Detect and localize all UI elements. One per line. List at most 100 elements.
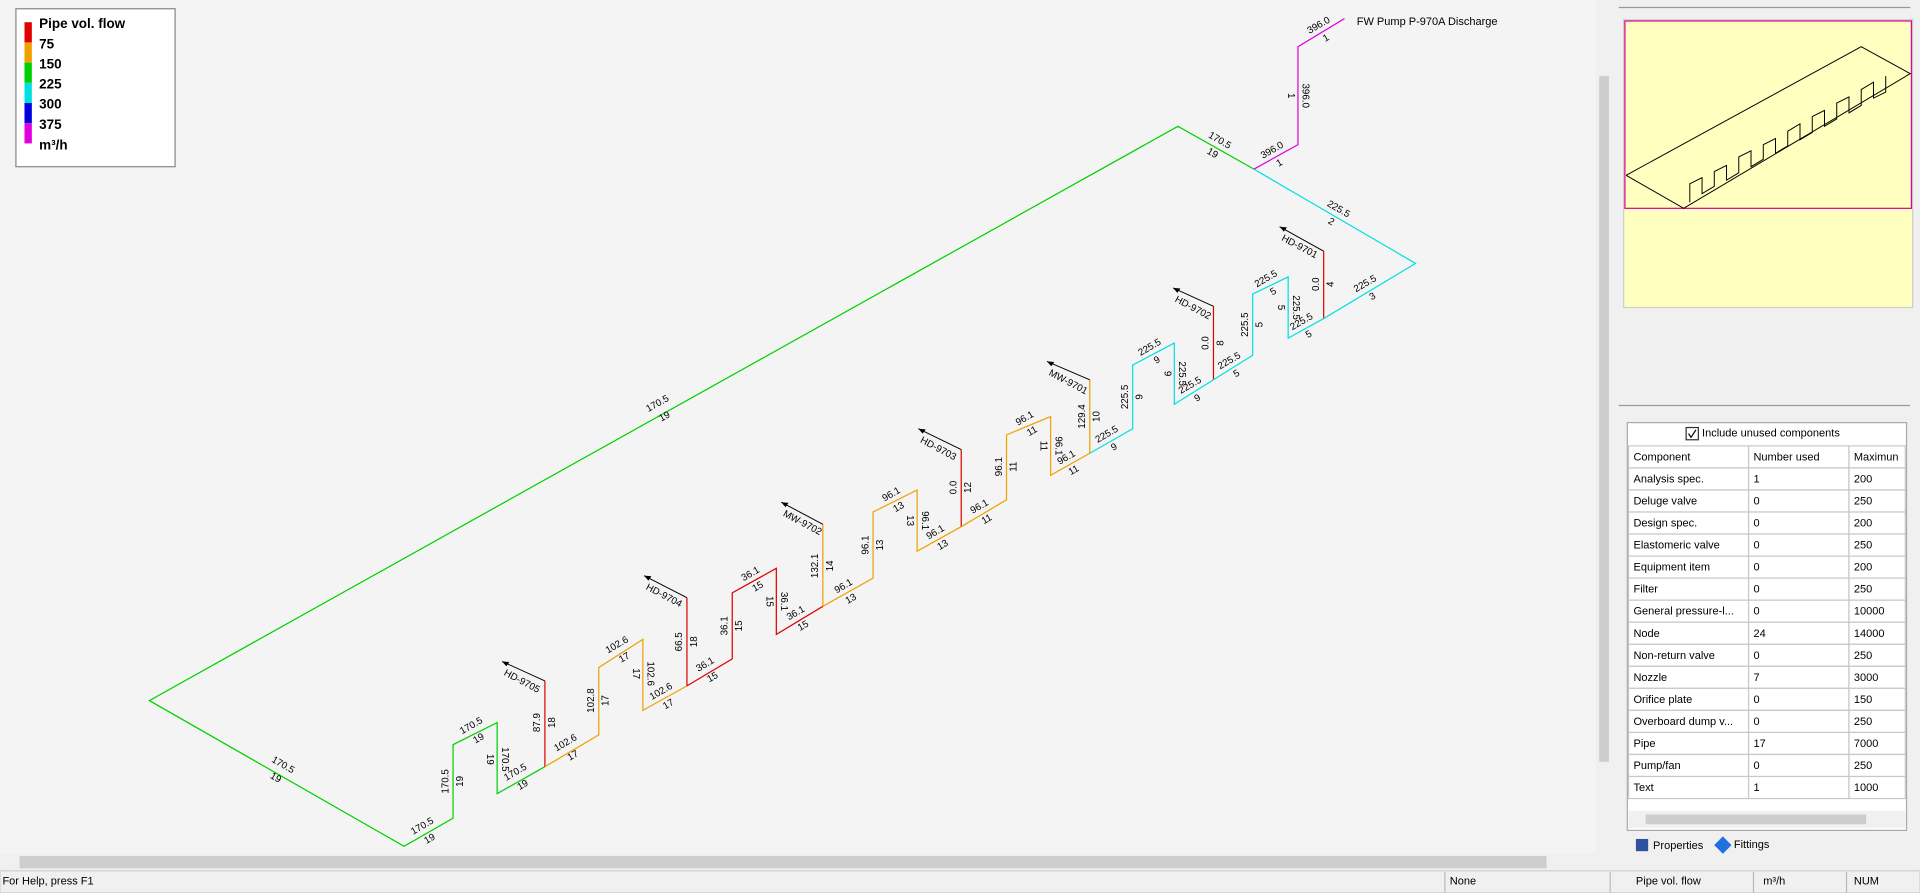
table-row-cell <box>1747 709 1850 734</box>
pipe-label: 170.519 <box>409 815 437 847</box>
pipe-label: 87.9 18 <box>532 713 558 732</box>
pipe-label: 96.1 13 <box>904 511 930 530</box>
pipe-number: 9 <box>1192 392 1202 404</box>
table-row-text: Text <box>1633 782 1653 794</box>
arrow-head <box>644 575 652 581</box>
table-row-text: Design spec. <box>1633 518 1697 530</box>
table-row-text: 250 <box>1854 760 1872 772</box>
v-scroll-thumb[interactable] <box>1599 76 1609 762</box>
table-row-text: 200 <box>1854 562 1872 574</box>
status-text: None <box>1450 876 1476 888</box>
pipe-number: 11 <box>1067 463 1081 478</box>
pipe <box>1253 168 1417 320</box>
node-arrow <box>1046 360 1090 381</box>
tab[interactable]: Fittings <box>1734 839 1770 851</box>
pipe-number: 10 <box>1092 411 1103 422</box>
table-row-text: 200 <box>1854 473 1872 485</box>
table-row-text: 0 <box>1753 496 1759 508</box>
pipe-number: 18 <box>547 717 558 728</box>
pipe-flow: 0.0 <box>1201 336 1212 350</box>
pipe <box>148 125 1255 848</box>
table-row-text: Analysis spec. <box>1633 473 1703 485</box>
pipe-label: 396.01 <box>1285 83 1311 108</box>
legend-box <box>15 8 176 168</box>
pipe-label: 0.0 8 <box>1201 336 1227 350</box>
table-row-text: Pipe <box>1633 738 1655 750</box>
pipe-number: 13 <box>904 515 915 526</box>
status-bar <box>0 870 1920 893</box>
table-row-text: 17 <box>1753 738 1765 750</box>
legend-level: 375 <box>39 117 62 132</box>
h-scroll-thumb[interactable] <box>19 856 1547 869</box>
pipe-label: 225.55 <box>1275 295 1301 320</box>
table-header-text: Component <box>1633 451 1690 463</box>
pipe-number: 1 <box>1285 93 1296 98</box>
table-row-text: 1 <box>1753 782 1759 794</box>
checkbox[interactable] <box>1685 426 1699 441</box>
pipe-number: 17 <box>661 697 676 712</box>
tab-icon <box>1714 836 1732 854</box>
status-text: m³/h <box>1763 876 1785 888</box>
table-row-text: 7 <box>1753 672 1759 684</box>
legend-title: Pipe vol. flow <box>39 16 125 31</box>
legend-unit: m³/h <box>39 137 67 152</box>
pipe-label: 36.1 15 <box>763 592 789 611</box>
pipe-label: 0.0 4 <box>1311 277 1337 291</box>
pipe-label: 102.6 17 <box>630 661 656 686</box>
pipe-label: 36.1 15 <box>719 616 745 635</box>
table-row-text: 0 <box>1753 694 1759 706</box>
pipe-flow: 66.5 <box>674 632 685 652</box>
pipe-number: 18 <box>689 636 700 647</box>
preview-viewport <box>1624 20 1913 209</box>
pipe-number: 13 <box>875 539 886 550</box>
pipe-number: 5 <box>1232 368 1243 381</box>
legend-swatch <box>24 42 32 63</box>
pipe-label: 102.8 17 <box>586 688 612 713</box>
table-row-text: Pump/fan <box>1633 760 1680 772</box>
pipe-number: 19 <box>657 409 672 424</box>
node-arrow <box>780 501 824 525</box>
table-row-text: 3000 <box>1854 672 1879 684</box>
legend-level: 300 <box>39 97 61 112</box>
pipe-number: 11 <box>980 512 994 527</box>
pipe-number: 5 <box>1304 328 1315 341</box>
pipe-number: 9 <box>1152 354 1162 366</box>
table-row-text: Node <box>1633 628 1659 640</box>
table-row-cell <box>1747 511 1850 535</box>
table-row-text: Equipment item <box>1633 562 1710 574</box>
table-row-cell <box>1747 775 1850 800</box>
table-row-cell <box>1747 687 1850 711</box>
pipe-number: 19 <box>422 832 437 847</box>
diagram-title: FW Pump P-970A Discharge <box>1357 16 1498 28</box>
pipe-number: 17 <box>601 695 612 706</box>
legend-swatch <box>24 62 32 83</box>
pipe-flow: 170.5 <box>499 747 510 772</box>
status-text: For Help, press F1 <box>2 876 93 888</box>
table-row-text: Elastomeric valve <box>1633 540 1719 552</box>
pipe <box>544 638 688 768</box>
pipe-flow: 36.1 <box>778 592 789 611</box>
pipe-number: 1 <box>1275 157 1285 169</box>
pipe-number: 9 <box>1109 441 1119 453</box>
table-scroll-thumb[interactable] <box>1645 814 1867 825</box>
pipe-number: 19 <box>455 776 466 787</box>
pipe-number: 11 <box>1025 424 1039 439</box>
table-row-text: Overboard dump v... <box>1633 716 1733 728</box>
table-row-text: 1 <box>1753 473 1759 485</box>
pipe-label: 225.59 <box>1161 361 1187 386</box>
pipe-number: 1 <box>1321 32 1331 44</box>
table-row-text: 0 <box>1753 716 1759 728</box>
pipe-number: 5 <box>1268 286 1279 299</box>
table-row-cell <box>1747 577 1850 601</box>
pipe-number: 9 <box>1161 371 1172 376</box>
table-row-text: 10000 <box>1854 606 1885 618</box>
pipe-flow: 225.5 <box>1120 384 1131 409</box>
pipe <box>686 567 824 687</box>
pipe-label: 170.519 <box>484 747 510 772</box>
pipe-flow: 170.5 <box>440 769 451 794</box>
tab[interactable]: Properties <box>1653 840 1704 852</box>
legend-level: 225 <box>39 77 62 92</box>
node-arrow <box>501 660 546 682</box>
